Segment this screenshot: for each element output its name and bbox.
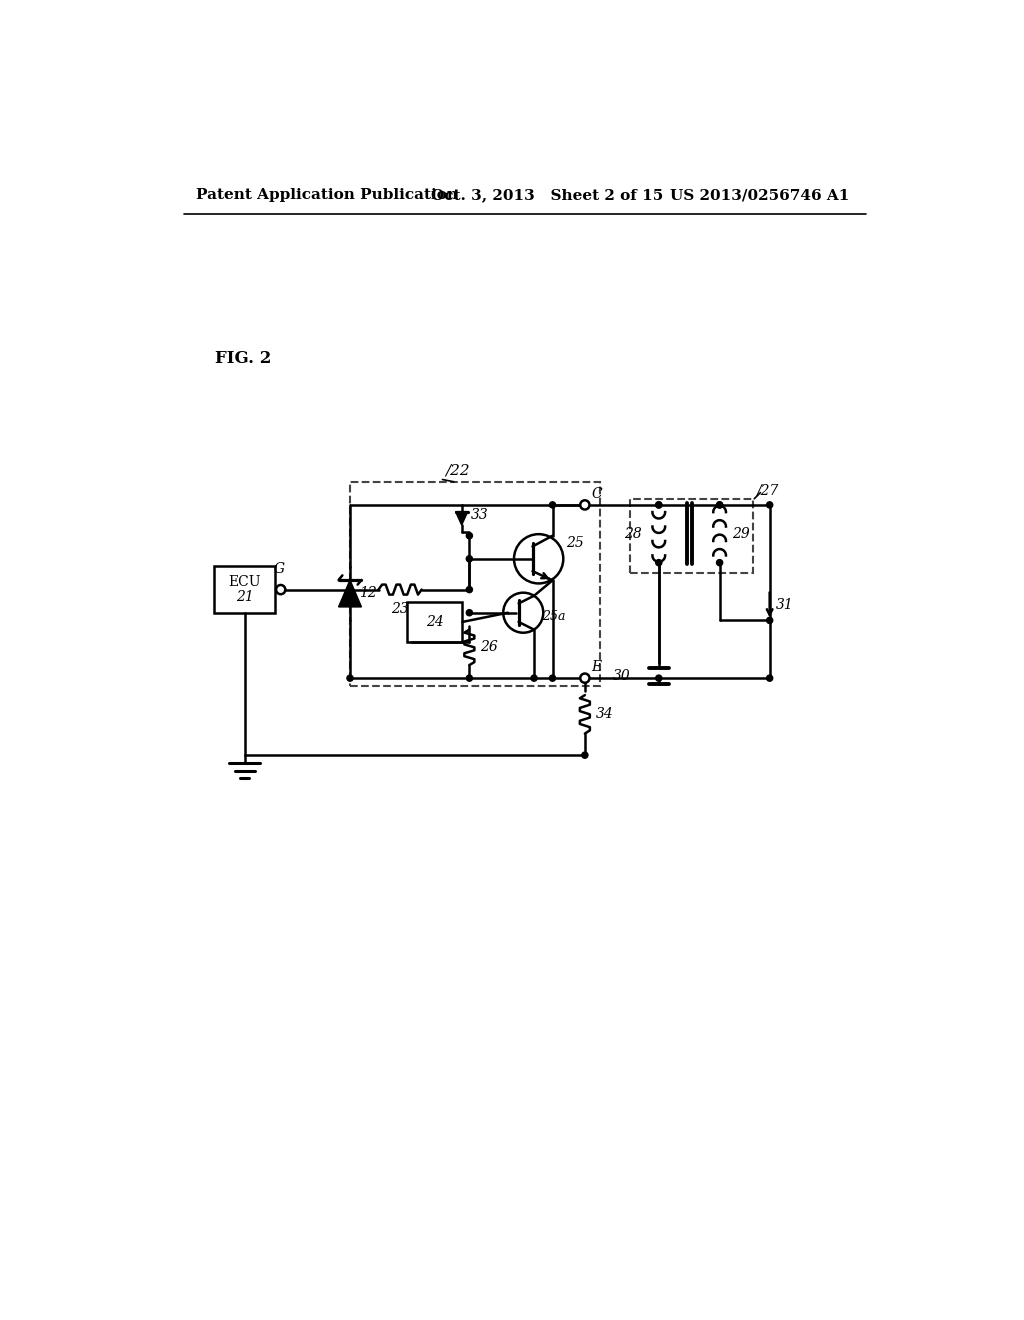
- Circle shape: [581, 673, 590, 682]
- Text: Oct. 3, 2013   Sheet 2 of 15: Oct. 3, 2013 Sheet 2 of 15: [431, 189, 664, 202]
- Circle shape: [276, 585, 286, 594]
- Bar: [630, 499, 753, 573]
- Text: FIG. 2: FIG. 2: [215, 350, 271, 367]
- Text: 28: 28: [624, 527, 642, 541]
- Circle shape: [503, 593, 544, 632]
- Text: 26: 26: [480, 640, 498, 655]
- Circle shape: [466, 586, 472, 593]
- Circle shape: [550, 502, 556, 508]
- Polygon shape: [339, 579, 361, 607]
- Text: 25: 25: [566, 536, 584, 550]
- Text: C: C: [591, 487, 602, 502]
- Circle shape: [582, 502, 588, 508]
- Circle shape: [550, 675, 556, 681]
- Text: US 2013/0256746 A1: US 2013/0256746 A1: [670, 189, 849, 202]
- Text: ECU: ECU: [228, 576, 261, 589]
- Circle shape: [655, 502, 662, 508]
- Text: 31: 31: [776, 598, 794, 612]
- Text: 21: 21: [236, 590, 253, 605]
- Circle shape: [531, 675, 538, 681]
- Circle shape: [717, 502, 723, 508]
- Circle shape: [466, 556, 472, 562]
- Text: /27: /27: [756, 483, 778, 498]
- Text: G: G: [273, 562, 285, 576]
- Circle shape: [347, 675, 353, 681]
- Bar: [350, 482, 600, 686]
- Circle shape: [717, 560, 723, 566]
- Text: 12: 12: [359, 586, 377, 601]
- Circle shape: [655, 560, 662, 566]
- Circle shape: [466, 675, 472, 681]
- Bar: [214, 566, 274, 614]
- Circle shape: [581, 500, 590, 510]
- Text: /22: /22: [444, 463, 469, 478]
- Circle shape: [717, 502, 723, 508]
- Circle shape: [466, 610, 472, 615]
- Bar: [407, 602, 463, 642]
- Circle shape: [767, 618, 773, 623]
- Text: 23: 23: [391, 602, 409, 616]
- Text: 34: 34: [596, 708, 613, 721]
- Circle shape: [655, 675, 662, 681]
- Text: 24: 24: [426, 615, 443, 628]
- Circle shape: [655, 502, 662, 508]
- Text: E: E: [591, 660, 601, 675]
- Text: 33: 33: [471, 507, 488, 521]
- Text: Patent Application Publication: Patent Application Publication: [196, 189, 458, 202]
- Circle shape: [466, 532, 472, 539]
- Circle shape: [767, 502, 773, 508]
- Circle shape: [582, 752, 588, 758]
- Circle shape: [514, 535, 563, 583]
- Text: 30: 30: [613, 669, 631, 682]
- Polygon shape: [456, 512, 468, 525]
- Text: 25a: 25a: [542, 610, 565, 623]
- Text: 29: 29: [732, 527, 750, 541]
- Circle shape: [767, 675, 773, 681]
